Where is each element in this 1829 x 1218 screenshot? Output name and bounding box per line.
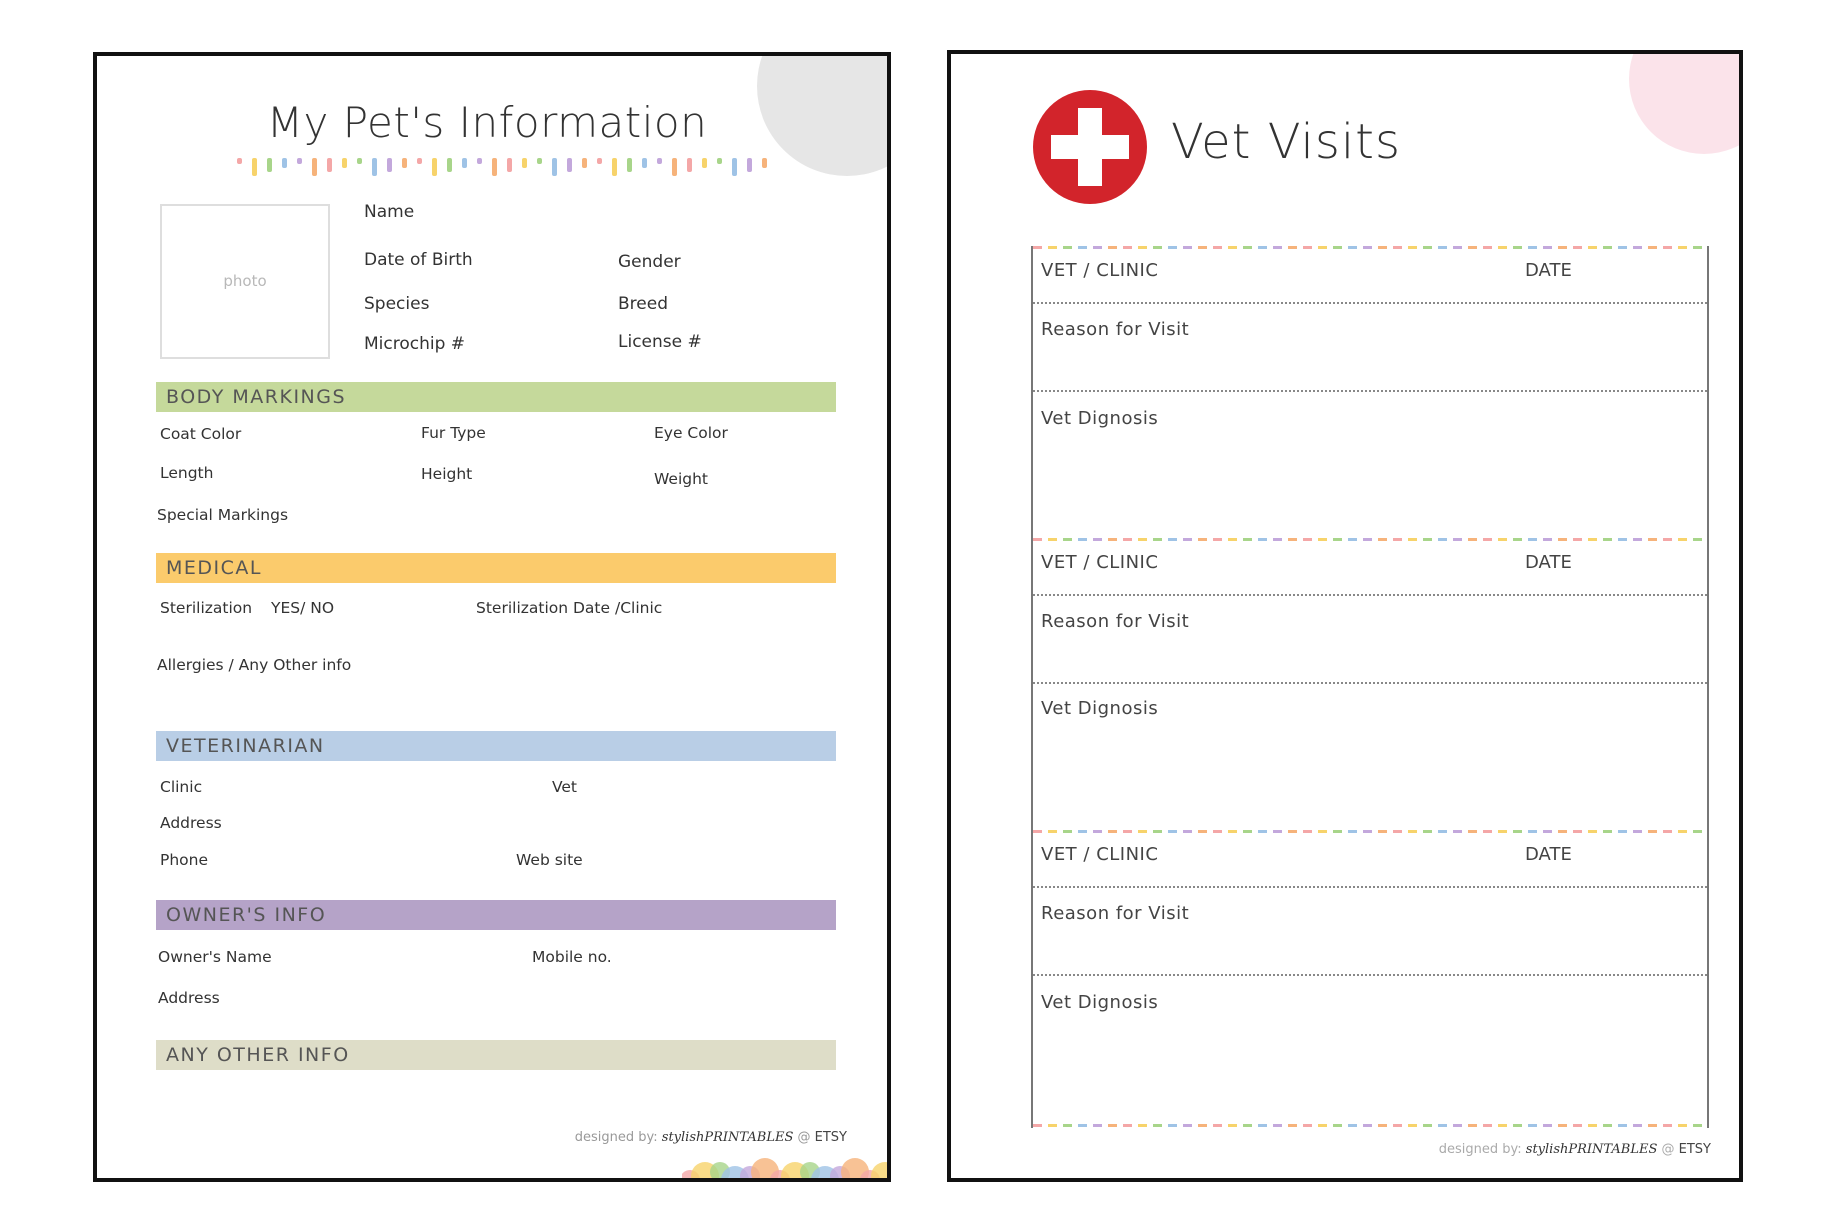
coat-color-label: Coat Color (160, 425, 242, 443)
drip-decoration (237, 158, 767, 176)
medical-heading: MEDICAL (156, 553, 836, 583)
owner-name-label: Owner's Name (158, 948, 272, 966)
eye-color-label: Eye Color (654, 424, 728, 442)
dash-divider (1033, 538, 1702, 541)
designer-credit: designed by: stylishPRINTABLES @ ETSY (1439, 1142, 1711, 1157)
sterilization-date-label: Sterilization Date /Clinic (476, 599, 663, 617)
photo-box: photo (160, 204, 330, 359)
row-divider (1033, 682, 1707, 684)
page-title: Vet Visits (1171, 114, 1402, 170)
veterinarian-heading: VETERINARIAN (156, 731, 836, 761)
date-label: DATE (1525, 552, 1572, 573)
date-label: DATE (1525, 260, 1572, 281)
owner-address-label: Address (158, 989, 220, 1007)
visit-entry: VET / CLINIC DATE Reason for Visit Vet D… (1031, 246, 1709, 538)
reason-label: Reason for Visit (1041, 319, 1190, 340)
clinic-label: Clinic (160, 778, 203, 796)
vet-address-label: Address (160, 814, 222, 832)
license-label: License # (618, 332, 702, 352)
dash-divider (1033, 830, 1702, 833)
medical-cross-icon (1033, 90, 1147, 204)
designed-by-text: designed by: (1438, 1142, 1522, 1157)
mobile-label: Mobile no. (532, 948, 612, 966)
row-divider (1033, 390, 1707, 392)
etsy-text: ETSY (1678, 1142, 1711, 1157)
reason-label: Reason for Visit (1041, 903, 1190, 924)
fur-type-label: Fur Type (421, 424, 486, 442)
allergies-label: Allergies / Any Other info (157, 656, 352, 674)
owner-info-heading: OWNER'S INFO (156, 900, 836, 930)
dash-divider (1033, 1124, 1702, 1127)
height-label: Height (421, 465, 473, 483)
diagnosis-label: Vet Dignosis (1041, 992, 1159, 1013)
vet-visits-sheet: Vet Visits VET / CLINIC DATE Reason for … (947, 50, 1743, 1182)
special-markings-label: Special Markings (157, 506, 289, 524)
date-label: DATE (1525, 844, 1572, 865)
at-symbol: @ (1661, 1142, 1675, 1157)
brand-logo: stylishPRINTABLES (1525, 1142, 1658, 1157)
weight-label: Weight (654, 470, 709, 488)
diagnosis-label: Vet Dignosis (1041, 408, 1159, 429)
microchip-label: Microchip # (364, 334, 466, 354)
row-divider (1033, 302, 1707, 304)
gender-label: Gender (618, 252, 681, 272)
visit-entry: VET / CLINIC DATE Reason for Visit Vet D… (1031, 538, 1709, 830)
sterilization-label: Sterilization (160, 599, 253, 617)
body-markings-heading: BODY MARKINGS (156, 382, 836, 412)
vet-clinic-label: VET / CLINIC (1041, 552, 1159, 573)
bubble-decoration (682, 1158, 887, 1178)
name-label: Name (364, 202, 415, 222)
yes-no-label: YES/ NO (271, 599, 335, 617)
photo-label: photo (223, 272, 267, 290)
row-divider (1033, 886, 1707, 888)
breed-label: Breed (618, 294, 668, 314)
length-label: Length (160, 464, 214, 482)
web-site-label: Web site (516, 851, 583, 869)
row-divider (1033, 594, 1707, 596)
page-title: My Pet's Information (266, 98, 708, 147)
vet-clinic-label: VET / CLINIC (1041, 260, 1159, 281)
phone-label: Phone (160, 851, 209, 869)
vet-label: Vet (552, 778, 578, 796)
designer-credit: designed by: stylishPRINTABLES @ ETSY (575, 1130, 847, 1145)
date-of-birth-label: Date of Birth (364, 250, 473, 270)
reason-label: Reason for Visit (1041, 611, 1190, 632)
diagnosis-label: Vet Dignosis (1041, 698, 1159, 719)
dash-divider (1033, 246, 1702, 249)
brand-logo: stylishPRINTABLES (661, 1130, 794, 1145)
at-symbol: @ (797, 1130, 811, 1145)
species-label: Species (364, 294, 430, 314)
designed-by-text: designed by: (574, 1130, 658, 1145)
corner-decoration (1629, 54, 1739, 154)
vet-clinic-label: VET / CLINIC (1041, 844, 1159, 865)
any-other-info-heading: ANY OTHER INFO (156, 1040, 836, 1070)
etsy-text: ETSY (814, 1130, 847, 1145)
visit-entry: VET / CLINIC DATE Reason for Visit Vet D… (1031, 830, 1709, 1128)
row-divider (1033, 974, 1707, 976)
pet-information-sheet: My Pet's Information photo Name Date of … (93, 52, 891, 1182)
